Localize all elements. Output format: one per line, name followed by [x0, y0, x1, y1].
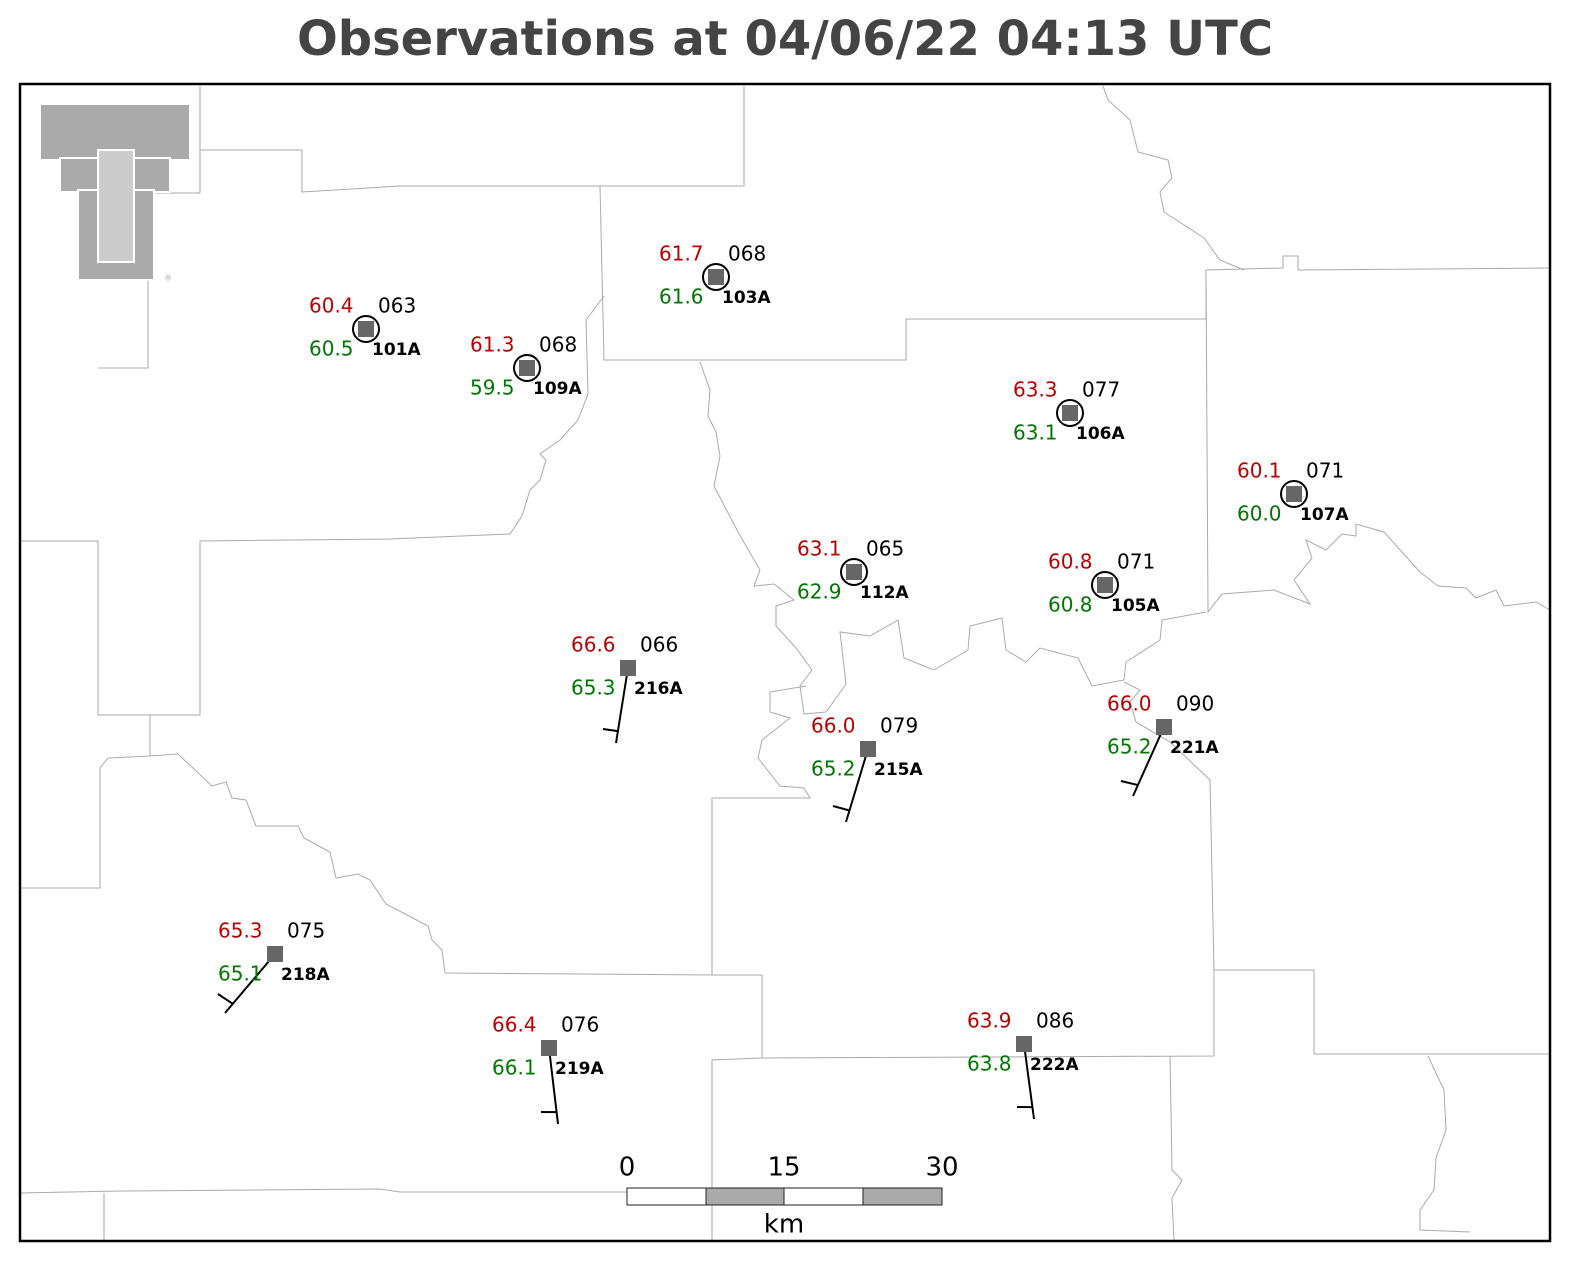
dewpoint: 65.2 [1107, 735, 1152, 759]
temperature: 61.3 [470, 333, 515, 357]
pressure: 076 [561, 1013, 599, 1037]
station-marker [846, 564, 862, 580]
station-marker [1062, 405, 1078, 421]
station-marker [1286, 486, 1302, 502]
station-marker [541, 1040, 557, 1056]
pressure: 071 [1306, 459, 1344, 483]
dewpoint: 61.6 [659, 285, 704, 309]
station-id: 218A [281, 965, 330, 985]
pressure: 079 [880, 714, 918, 738]
scale-unit: km [764, 1210, 804, 1240]
dewpoint: 66.1 [492, 1056, 537, 1080]
dewpoint: 62.9 [797, 580, 842, 604]
dewpoint: 65.3 [571, 676, 616, 700]
station-id: 107A [1300, 505, 1349, 525]
scale-label: 0 [619, 1153, 636, 1183]
dewpoint: 65.1 [218, 962, 263, 986]
station-id: 221A [1170, 738, 1219, 758]
station-id: 106A [1076, 424, 1125, 444]
station-id: 216A [634, 679, 683, 699]
title: Observations at 04/06/22 04:13 UTC [297, 11, 1273, 67]
temperature: 63.9 [967, 1009, 1012, 1033]
station-marker [1097, 577, 1113, 593]
dewpoint: 63.1 [1013, 421, 1058, 445]
station-marker [519, 360, 535, 376]
logo-mark: ® [164, 274, 172, 283]
dewpoint: 63.8 [967, 1052, 1012, 1076]
station-marker [860, 741, 876, 757]
temperature: 66.4 [492, 1013, 537, 1037]
temperature: 63.1 [797, 537, 842, 561]
station-marker [358, 321, 374, 337]
station-id: 219A [555, 1059, 604, 1079]
temperature: 61.7 [659, 242, 704, 266]
pressure: 077 [1082, 378, 1120, 402]
temperature: 65.3 [218, 919, 263, 943]
station-id: 222A [1030, 1055, 1079, 1075]
station-marker [620, 660, 636, 676]
temperature: 60.8 [1048, 550, 1093, 574]
dewpoint: 60.8 [1048, 593, 1093, 617]
station-id: 112A [860, 583, 909, 603]
pressure: 065 [866, 537, 904, 561]
station-marker [1016, 1036, 1032, 1052]
pressure: 066 [640, 633, 678, 657]
temperature: 60.1 [1237, 459, 1282, 483]
dewpoint: 60.0 [1237, 502, 1282, 526]
station-id: 103A [722, 288, 771, 308]
pressure: 090 [1176, 692, 1214, 716]
station-id: 109A [533, 379, 582, 399]
pressure: 063 [378, 294, 416, 318]
station-marker [267, 946, 283, 962]
dewpoint: 60.5 [309, 337, 354, 361]
station-id: 101A [372, 340, 421, 360]
temperature: 63.3 [1013, 378, 1058, 402]
pressure: 068 [539, 333, 577, 357]
station-marker [708, 269, 724, 285]
pressure: 071 [1117, 550, 1155, 574]
temperature: 66.0 [1107, 692, 1152, 716]
scale-label: 30 [925, 1153, 958, 1183]
dewpoint: 65.2 [811, 757, 856, 781]
temperature: 60.4 [309, 294, 354, 318]
station-id: 105A [1111, 596, 1160, 616]
station-id: 215A [874, 760, 923, 780]
dewpoint: 59.5 [470, 376, 515, 400]
pressure: 086 [1036, 1009, 1074, 1033]
station-marker [1156, 719, 1172, 735]
temperature: 66.0 [811, 714, 856, 738]
scale-bar [627, 1188, 942, 1205]
scale-label: 15 [767, 1153, 800, 1183]
pressure: 068 [728, 242, 766, 266]
pressure: 075 [287, 919, 325, 943]
temperature: 66.6 [571, 633, 616, 657]
